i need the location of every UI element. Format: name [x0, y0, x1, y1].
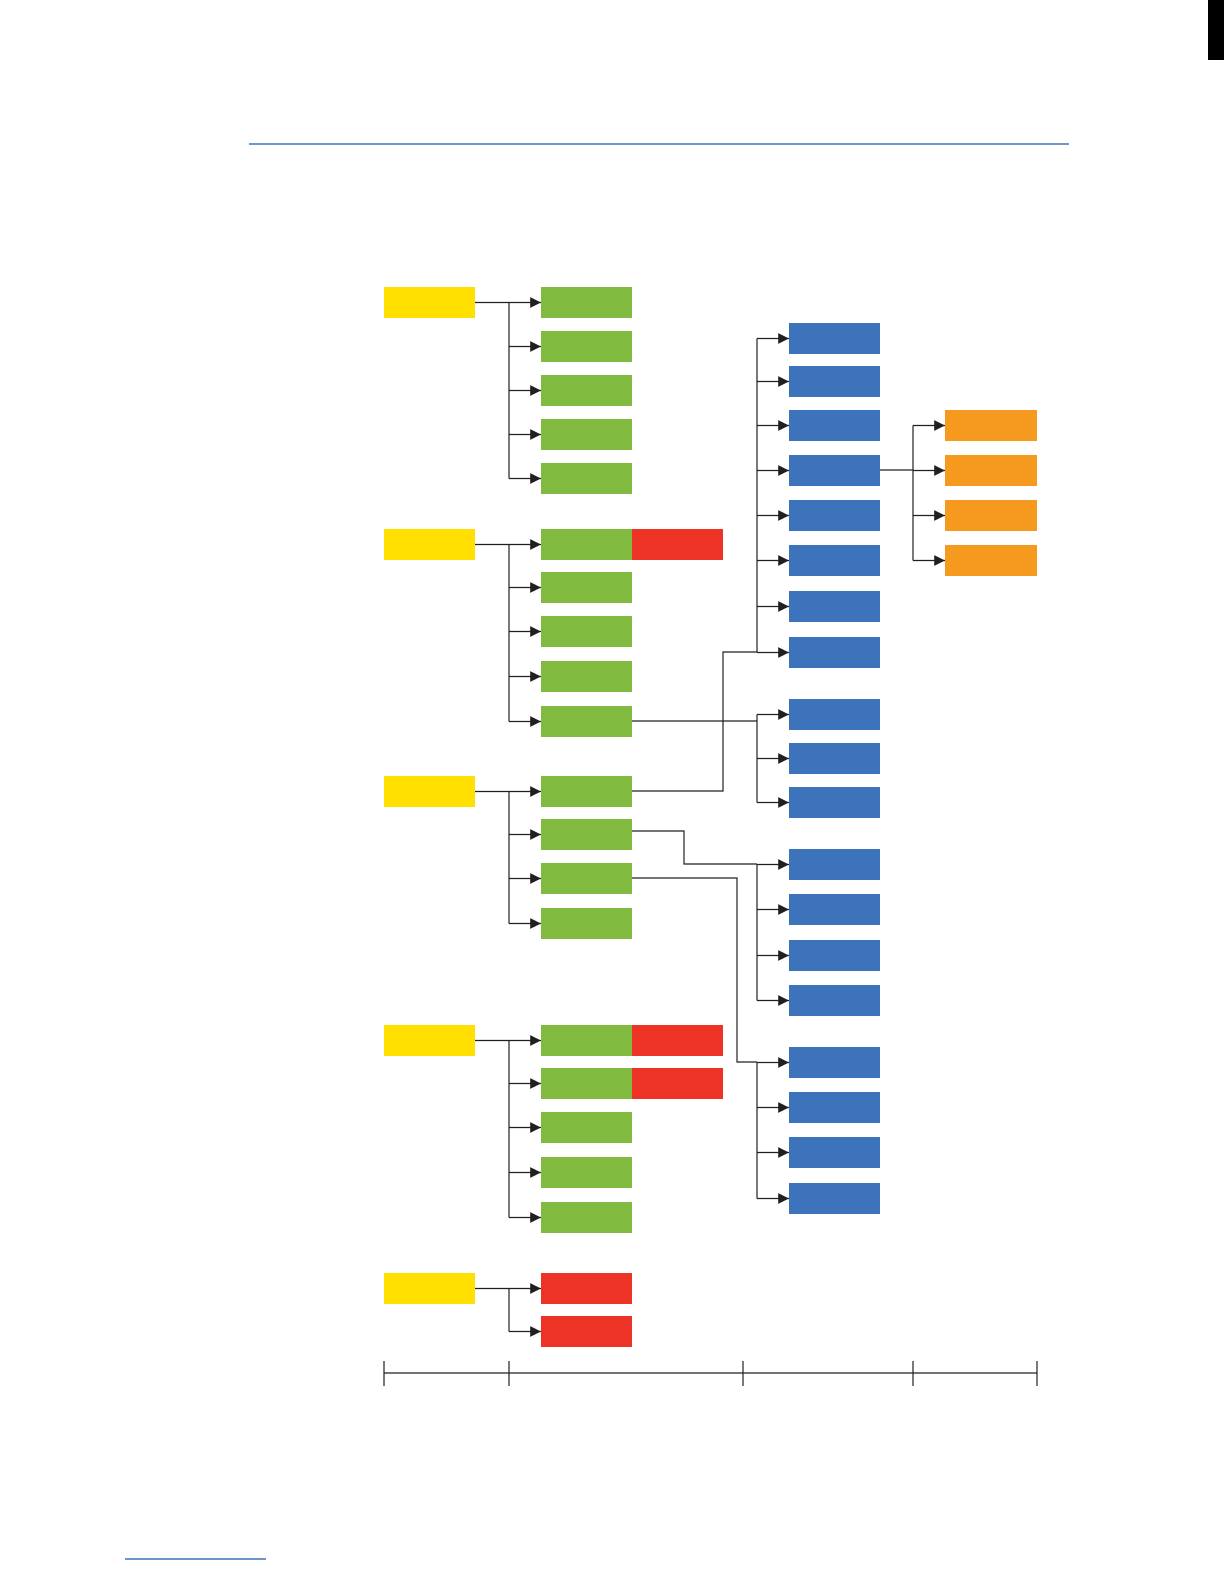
level3-box-2-3: [789, 787, 880, 818]
level2-box-1-1: [541, 287, 632, 318]
level2-box-1-5: [541, 463, 632, 494]
level2-box-1-2: [541, 331, 632, 362]
level2-box-4-4: [541, 1157, 632, 1188]
level3-box-1-1: [789, 323, 880, 354]
page-edge-mark: [1208, 0, 1224, 60]
level2-flag-4-1: [632, 1025, 723, 1056]
level1-box-4: [384, 1025, 475, 1056]
level2-box-4-1: [541, 1025, 632, 1056]
level2-box-5-1: [541, 1273, 632, 1304]
level2-box-2-5: [541, 706, 632, 737]
level2-box-1-3: [541, 375, 632, 406]
level2-box-3-1: [541, 776, 632, 807]
level3-box-1-4: [789, 455, 880, 486]
level3-box-1-6: [789, 545, 880, 576]
level2-box-4-2: [541, 1068, 632, 1099]
level2-box-2-2: [541, 572, 632, 603]
level2-box-2-1: [541, 529, 632, 560]
level3-box-4-4: [789, 1183, 880, 1214]
link-g3i3-to-cluster4: [632, 877, 757, 1063]
level3-box-3-3: [789, 940, 880, 971]
level3-box-3-2: [789, 894, 880, 925]
level2-box-3-2: [541, 819, 632, 850]
level4-box-4: [945, 545, 1037, 576]
level3-box-1-3: [789, 410, 880, 441]
level2-box-5-2: [541, 1316, 632, 1347]
level2-box-4-3: [541, 1112, 632, 1143]
level4-box-1: [945, 410, 1037, 441]
level3-box-3-1: [789, 849, 880, 880]
level3-box-4-2: [789, 1092, 880, 1123]
link-g3i1-to-cluster1: [632, 651, 757, 792]
level3-box-3-4: [789, 985, 880, 1016]
level2-box-3-4: [541, 908, 632, 939]
level2-box-4-5: [541, 1202, 632, 1233]
level4-box-3: [945, 500, 1037, 531]
level1-box-2: [384, 529, 475, 560]
level3-box-1-5: [789, 500, 880, 531]
level1-box-1: [384, 287, 475, 318]
level1-box-5: [384, 1273, 475, 1304]
level2-box-2-4: [541, 661, 632, 692]
level2-box-2-3: [541, 616, 632, 647]
level2-box-3-3: [541, 863, 632, 894]
level2-flag-2-1: [632, 529, 723, 560]
level3-box-1-8: [789, 637, 880, 668]
link-g3i2-to-cluster3: [632, 830, 757, 865]
level4-box-2: [945, 455, 1037, 486]
level3-box-1-2: [789, 366, 880, 397]
level3-box-4-1: [789, 1047, 880, 1078]
level3-box-4-3: [789, 1137, 880, 1168]
level3-box-2-1: [789, 699, 880, 730]
level2-flag-4-2: [632, 1068, 723, 1099]
level1-box-3: [384, 776, 475, 807]
level2-box-1-4: [541, 419, 632, 450]
level3-box-2-2: [789, 743, 880, 774]
level3-box-1-7: [789, 591, 880, 622]
